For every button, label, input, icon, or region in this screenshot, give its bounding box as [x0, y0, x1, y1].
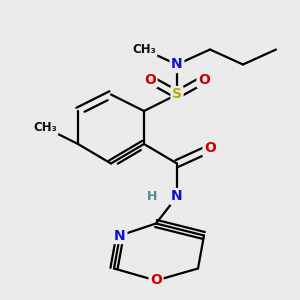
Text: S: S — [172, 88, 182, 101]
Text: CH₃: CH₃ — [33, 121, 57, 134]
Text: O: O — [144, 73, 156, 86]
Text: O: O — [150, 274, 162, 287]
Text: N: N — [114, 229, 126, 242]
Text: O: O — [198, 73, 210, 86]
Text: N: N — [171, 58, 183, 71]
Text: H: H — [147, 190, 158, 203]
Text: CH₃: CH₃ — [132, 43, 156, 56]
Text: N: N — [171, 190, 183, 203]
Text: O: O — [204, 142, 216, 155]
